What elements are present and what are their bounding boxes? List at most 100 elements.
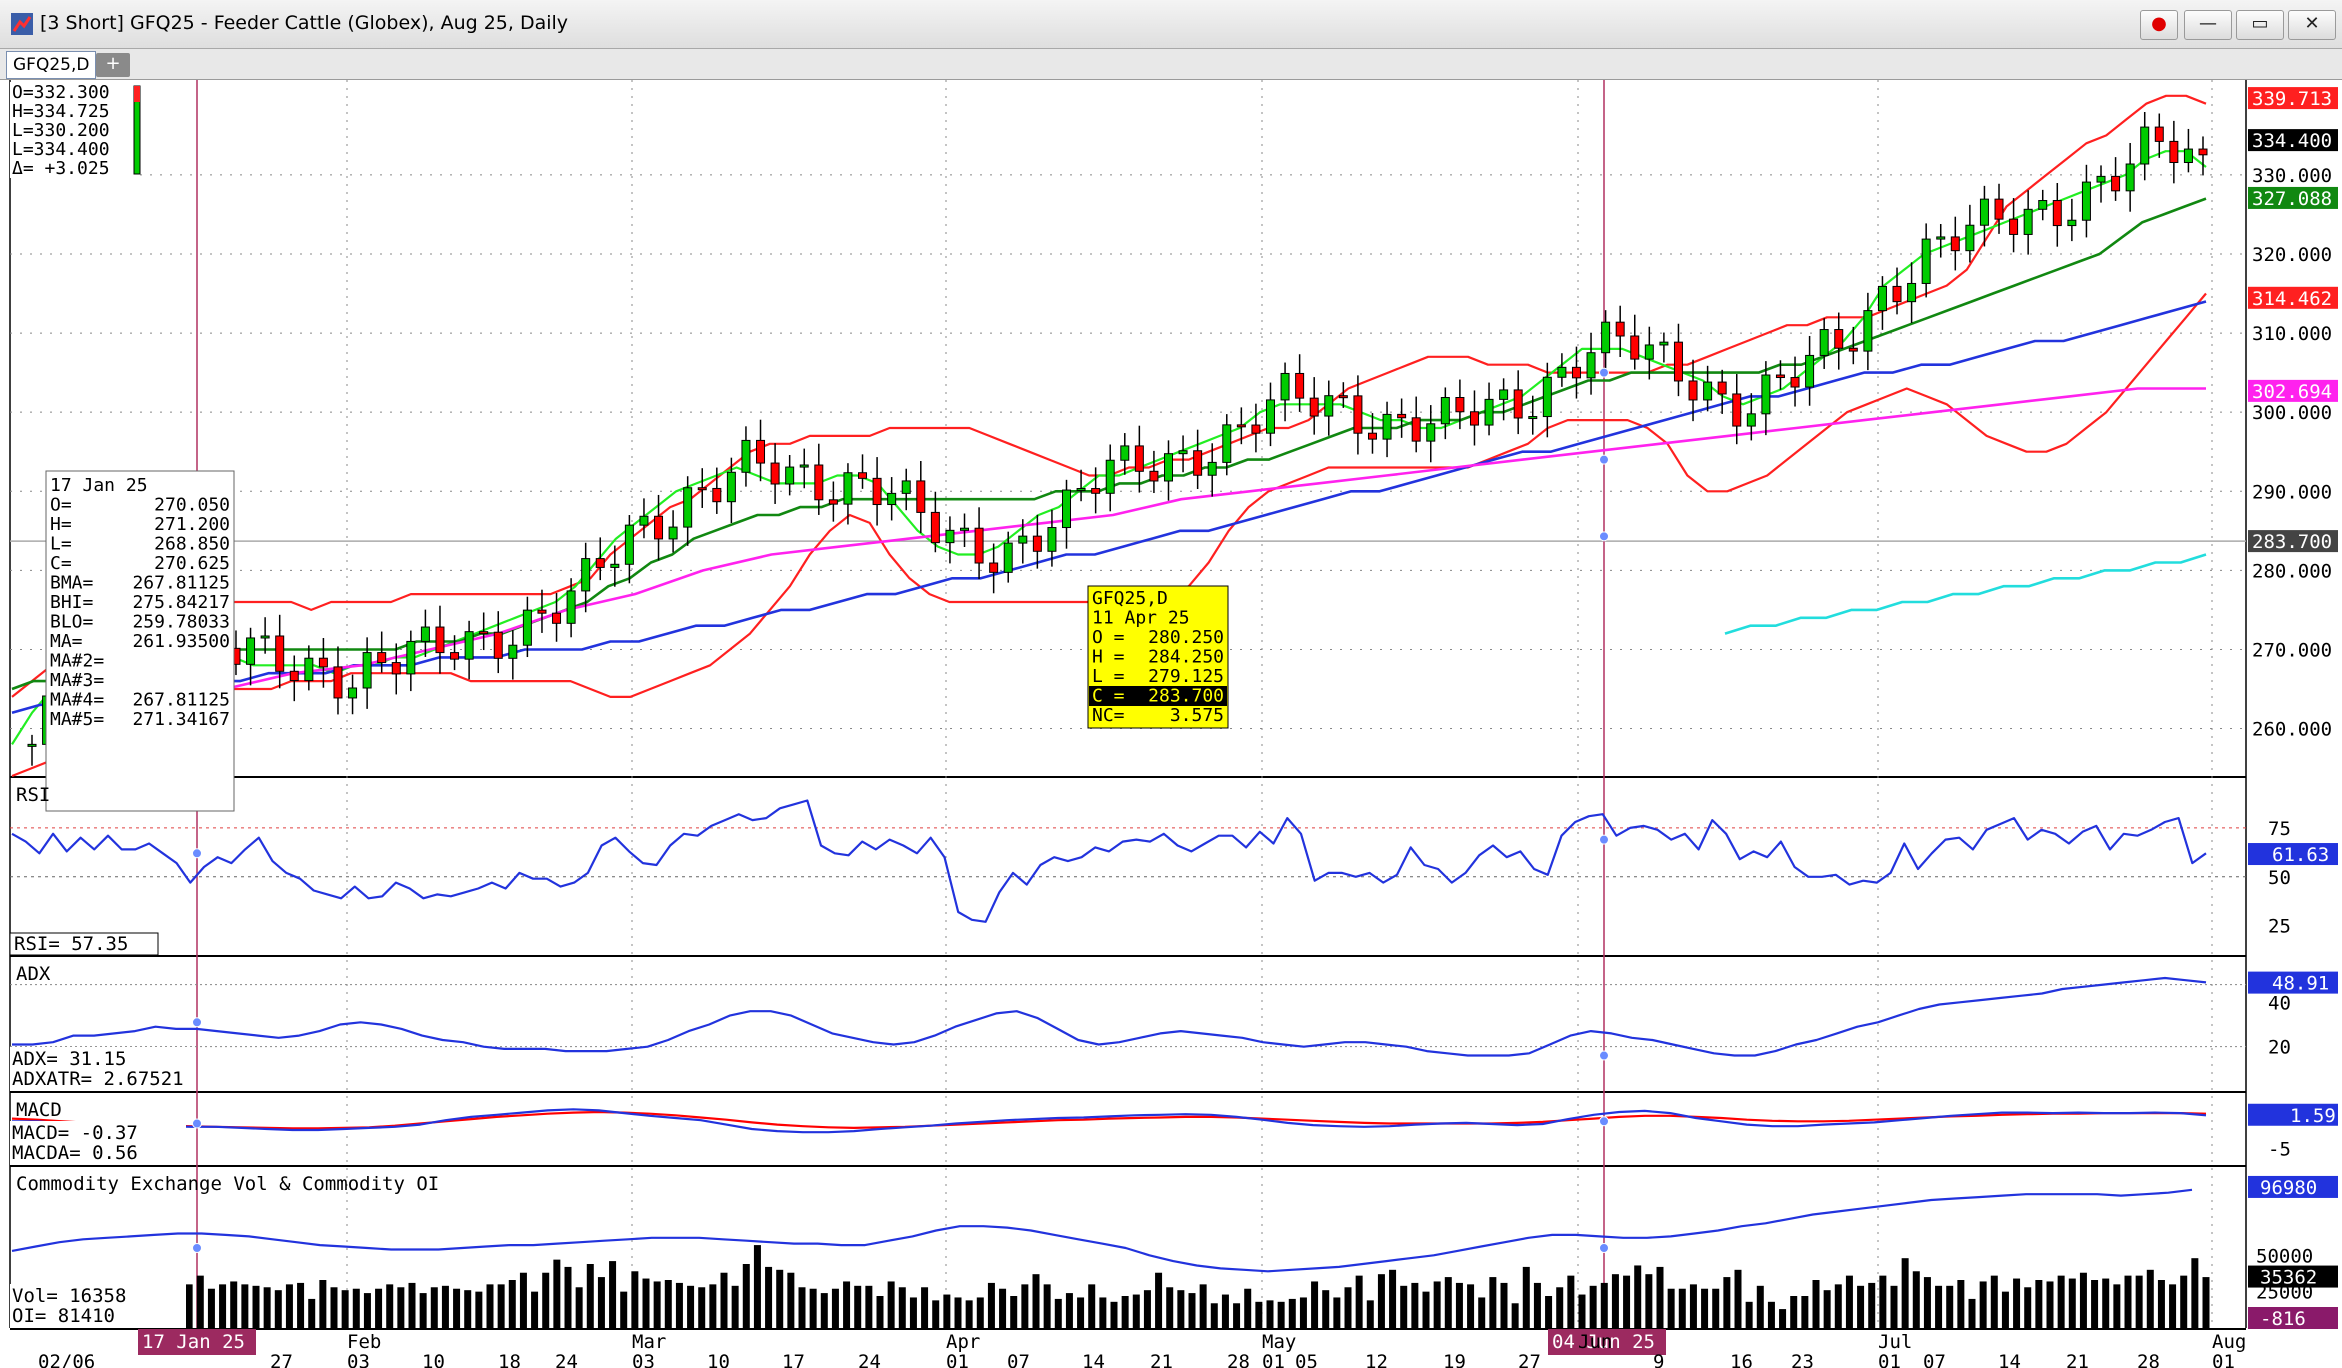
candle-up xyxy=(246,637,256,665)
candle-up xyxy=(1761,374,1771,415)
candle-up xyxy=(1863,310,1873,352)
volume-bar xyxy=(1868,1282,1876,1328)
add-tab-button[interactable]: + xyxy=(96,53,130,77)
candle-up xyxy=(1018,535,1028,544)
candle-down xyxy=(2052,200,2062,227)
candle-down xyxy=(1193,450,1203,476)
volume-bar xyxy=(1032,1274,1040,1328)
ma-cyan-line xyxy=(1724,553,2207,635)
data-window-label: MA#2= xyxy=(50,651,104,672)
data-window-value: 270.625 xyxy=(154,553,230,574)
tooltip-label: C = xyxy=(1092,686,1125,707)
day-label: 01 xyxy=(2212,1351,2235,1368)
tab-gfq25[interactable]: GFQ25,D xyxy=(6,51,97,79)
volume-bar xyxy=(765,1266,773,1328)
volume-bar xyxy=(675,1282,683,1328)
candle-up xyxy=(639,515,649,526)
volume-bar xyxy=(1667,1288,1675,1328)
day-label: 24 xyxy=(555,1351,578,1368)
volume-bar xyxy=(1155,1272,1163,1328)
volume-bar xyxy=(898,1287,906,1328)
price-tag xyxy=(2248,87,2338,110)
volume-bar xyxy=(1600,1282,1608,1328)
volume-bar xyxy=(352,1288,360,1328)
restore-button[interactable]: ▭ xyxy=(2236,10,2284,40)
candle-up xyxy=(1178,450,1188,455)
volume-bar xyxy=(464,1290,472,1328)
candle-down xyxy=(1615,321,1625,337)
day-label: 17 xyxy=(782,1351,805,1368)
highlight-date-label: 04 Jun 25 xyxy=(1552,1331,1655,1353)
volume-bar xyxy=(1199,1284,1207,1328)
volume-bar xyxy=(375,1288,383,1328)
tooltip-value: 283.700 xyxy=(1148,686,1224,707)
volume-bar xyxy=(1790,1296,1798,1328)
month-label: Jun xyxy=(1578,1331,1612,1353)
marker-dot xyxy=(1599,834,1609,845)
price-tick-label: 310.000 xyxy=(2252,323,2332,345)
candle-down xyxy=(1994,198,2004,220)
volume-bar xyxy=(976,1297,984,1328)
volume-bar xyxy=(2079,1272,2087,1328)
day-label: 07 xyxy=(1923,1351,1946,1368)
volume-bar xyxy=(408,1282,416,1328)
volume-bar xyxy=(609,1261,617,1328)
volume-bar xyxy=(2001,1291,2009,1328)
data-window-label: MA= xyxy=(50,631,83,652)
marker-dot xyxy=(1599,531,1609,542)
rsi-tag-label: 61.63 xyxy=(2272,844,2329,866)
volume-bar xyxy=(207,1288,215,1328)
candle-up xyxy=(2125,163,2135,192)
tooltip-label: H = xyxy=(1092,647,1125,668)
day-label: 14 xyxy=(1998,1351,2021,1368)
candle-down xyxy=(377,652,387,664)
candle-up xyxy=(1382,413,1392,440)
rsi-tick-label: 25 xyxy=(2268,916,2291,938)
volume-bar xyxy=(319,1280,327,1328)
volume-bar xyxy=(653,1281,661,1328)
volume-bar xyxy=(854,1285,862,1328)
volume-bar xyxy=(2135,1275,2143,1328)
candle-up xyxy=(1426,423,1436,442)
candle-down xyxy=(2169,140,2179,164)
candle-up xyxy=(945,529,955,544)
candle-down xyxy=(1353,395,1363,434)
volume-readout: Vol= 16358 xyxy=(12,1285,126,1307)
price-tag xyxy=(2248,186,2338,209)
volume-bar xyxy=(2024,1287,2032,1328)
volume-bar xyxy=(1823,1290,1831,1328)
candle-up xyxy=(1819,329,1829,356)
volume-bar xyxy=(1990,1275,1998,1328)
candle-up xyxy=(683,487,693,528)
candle-up xyxy=(464,631,474,660)
volume-bar xyxy=(1834,1284,1842,1328)
volume-bar xyxy=(1745,1301,1753,1328)
candle-down xyxy=(2111,175,2121,192)
volume-bar xyxy=(1088,1284,1096,1328)
minimize-button[interactable]: — xyxy=(2184,10,2232,40)
marker-dot xyxy=(192,848,202,859)
candle-down xyxy=(1367,432,1377,440)
candle-down xyxy=(537,609,547,614)
candle-up xyxy=(1499,389,1509,400)
candle-up xyxy=(1265,399,1275,434)
price-tick-label: 330.000 xyxy=(2252,165,2332,187)
volume-bar xyxy=(932,1300,940,1328)
candle-down xyxy=(1673,341,1683,382)
volume-bar xyxy=(999,1288,1007,1328)
close-button[interactable]: ✕ xyxy=(2288,10,2336,40)
candle-up xyxy=(726,471,736,503)
highlight-date-label: 17 Jan 25 xyxy=(142,1331,245,1353)
volume-bar xyxy=(1567,1275,1575,1328)
candle-down xyxy=(2009,218,2019,235)
volume-bar xyxy=(776,1269,784,1328)
volume-bar xyxy=(843,1281,851,1328)
macd-title: MACD xyxy=(16,1099,62,1121)
record-icon[interactable]: ● xyxy=(2140,10,2178,40)
volume-bar xyxy=(2057,1275,2065,1328)
candle-down xyxy=(872,477,882,506)
volume-tag-label: 35362 xyxy=(2260,1267,2317,1289)
candle-up xyxy=(1207,461,1217,476)
volume-bar xyxy=(597,1277,605,1328)
candle-up xyxy=(304,657,314,682)
